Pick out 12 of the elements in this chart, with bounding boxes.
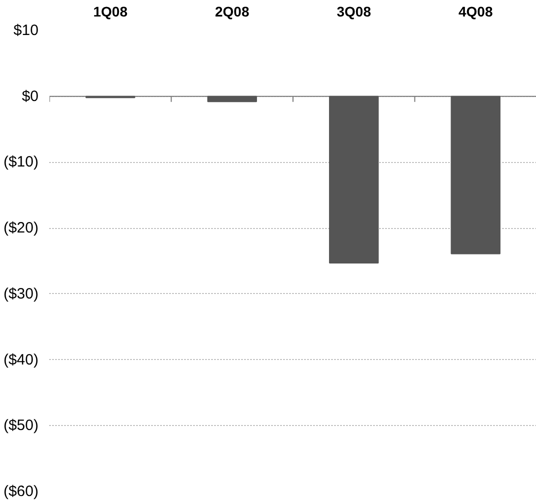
y-tick-label: ($40) bbox=[3, 351, 39, 368]
x-tick-label: 3Q08 bbox=[336, 4, 372, 20]
y-tick-label: $10 bbox=[13, 22, 39, 39]
y-tick-label: ($60) bbox=[3, 483, 39, 500]
x-tick-label: 2Q08 bbox=[215, 4, 250, 20]
y-tick-label: ($50) bbox=[3, 417, 39, 434]
x-tick-label: 4Q08 bbox=[458, 4, 493, 20]
y-tick-label: ($20) bbox=[3, 220, 39, 237]
y-tick-label: $0 bbox=[22, 88, 39, 105]
x-tick-label: 1Q08 bbox=[93, 4, 128, 20]
y-tick-label: ($10) bbox=[3, 154, 39, 171]
y-tick-label: ($30) bbox=[3, 285, 39, 302]
